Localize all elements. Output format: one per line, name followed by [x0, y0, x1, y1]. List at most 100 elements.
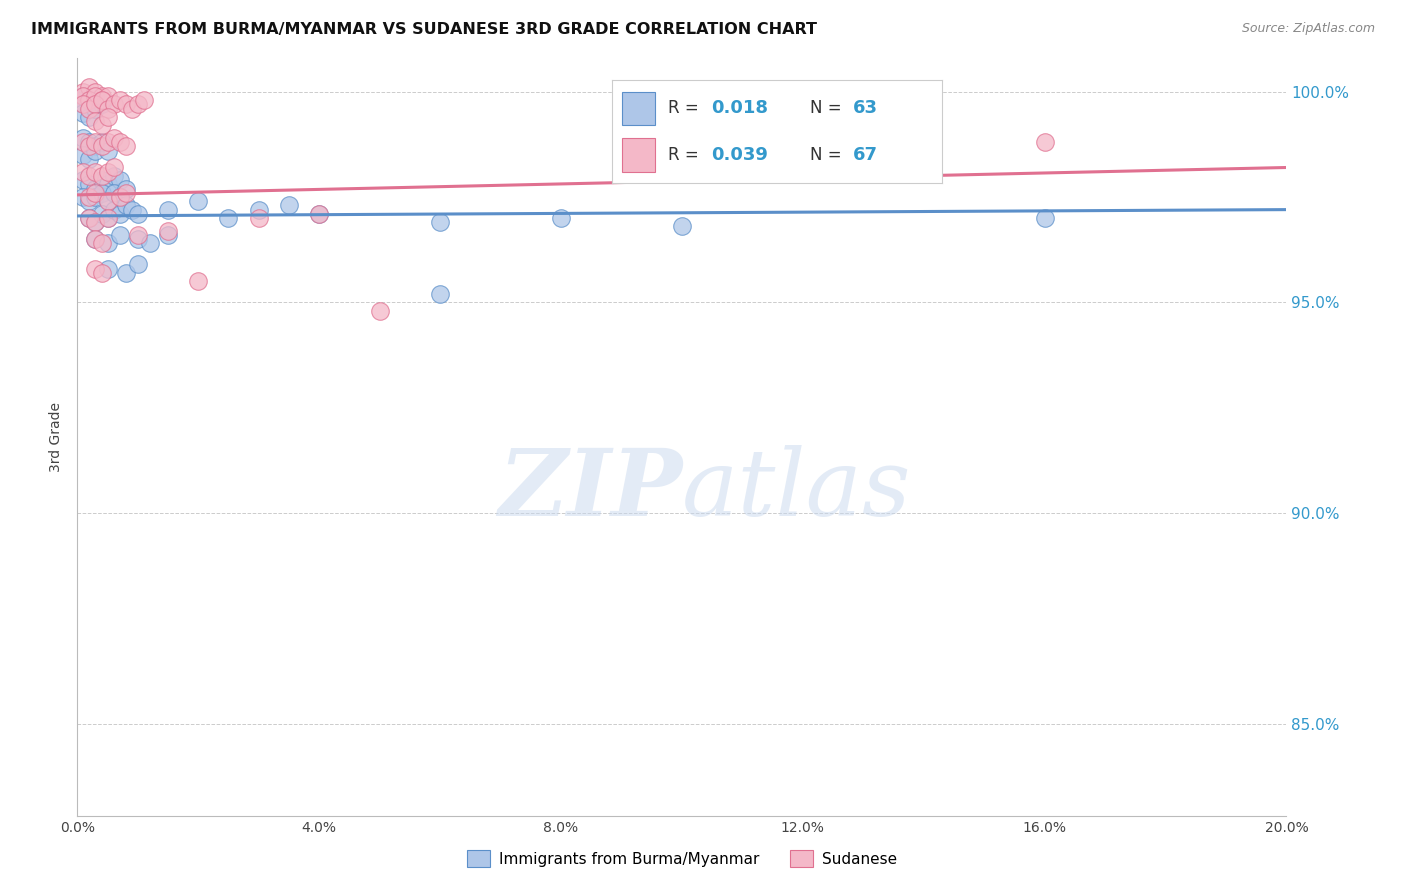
Point	[247, 202, 270, 217]
Point	[72, 85, 94, 99]
Point	[79, 211, 101, 225]
Point	[84, 181, 107, 195]
Point	[79, 169, 101, 183]
Point	[127, 97, 149, 112]
Legend: Immigrants from Burma/Myanmar, Sudanese: Immigrants from Burma/Myanmar, Sudanese	[461, 844, 903, 873]
Point	[103, 186, 125, 200]
Text: atlas: atlas	[682, 445, 911, 535]
Point	[72, 97, 94, 112]
Point	[90, 93, 112, 107]
Text: Source: ZipAtlas.com: Source: ZipAtlas.com	[1241, 22, 1375, 36]
Point	[157, 227, 180, 242]
Point	[84, 215, 107, 229]
Point	[79, 93, 101, 107]
Point	[671, 219, 693, 234]
Point	[108, 227, 131, 242]
Point	[79, 102, 101, 116]
Point	[84, 85, 107, 99]
Point	[429, 215, 451, 229]
Point	[84, 114, 107, 128]
Point	[72, 190, 94, 204]
Point	[90, 97, 112, 112]
Point	[157, 224, 180, 238]
Point	[96, 194, 118, 209]
Point	[90, 88, 112, 103]
Point	[72, 164, 94, 178]
Point	[84, 135, 107, 149]
Bar	[621, 137, 655, 171]
Point	[79, 152, 101, 166]
Point	[108, 173, 131, 187]
Point	[96, 211, 118, 225]
Point	[72, 173, 94, 187]
Point	[90, 169, 112, 183]
Text: R =: R =	[668, 145, 704, 163]
Point	[79, 190, 101, 204]
Point	[79, 135, 101, 149]
Point	[79, 93, 101, 107]
Point	[127, 232, 149, 246]
Point	[103, 131, 125, 145]
Text: N =: N =	[810, 100, 846, 118]
Point	[187, 274, 209, 288]
Point	[84, 88, 107, 103]
Point	[103, 97, 125, 112]
Point	[103, 202, 125, 217]
Point	[84, 97, 107, 112]
Point	[90, 139, 112, 153]
Point	[84, 215, 107, 229]
Point	[1033, 211, 1056, 225]
Point	[121, 102, 143, 116]
Point	[84, 164, 107, 178]
Point	[114, 186, 136, 200]
Point	[84, 261, 107, 276]
Point	[84, 190, 107, 204]
Point	[96, 211, 118, 225]
Point	[90, 93, 112, 107]
Point	[187, 194, 209, 209]
Point	[90, 186, 112, 200]
Point	[84, 232, 107, 246]
Y-axis label: 3rd Grade: 3rd Grade	[49, 402, 63, 472]
Point	[114, 181, 136, 195]
Point	[72, 105, 94, 120]
Point	[429, 286, 451, 301]
Point	[96, 144, 118, 158]
Point	[157, 202, 180, 217]
Point	[103, 161, 125, 175]
Point	[79, 178, 101, 192]
Point	[114, 139, 136, 153]
Point	[79, 110, 101, 124]
Point	[108, 207, 131, 221]
Point	[90, 119, 112, 133]
Point	[84, 232, 107, 246]
Point	[127, 227, 149, 242]
Point	[1033, 135, 1056, 149]
Point	[72, 131, 94, 145]
Point	[72, 88, 94, 103]
Point	[79, 80, 101, 95]
Point	[96, 164, 118, 178]
Point	[114, 97, 136, 112]
Text: IMMIGRANTS FROM BURMA/MYANMAR VS SUDANESE 3RD GRADE CORRELATION CHART: IMMIGRANTS FROM BURMA/MYANMAR VS SUDANES…	[31, 22, 817, 37]
Point	[79, 211, 101, 225]
Point	[114, 198, 136, 212]
Point	[96, 178, 118, 192]
Point	[96, 236, 118, 251]
Point	[84, 93, 107, 107]
Point	[84, 144, 107, 158]
Point	[218, 211, 240, 225]
Bar	[621, 92, 655, 126]
Point	[127, 207, 149, 221]
Text: 0.039: 0.039	[710, 145, 768, 163]
Text: 67: 67	[853, 145, 877, 163]
Point	[108, 93, 131, 107]
Text: 63: 63	[853, 100, 877, 118]
Point	[127, 257, 149, 271]
Point	[792, 97, 814, 112]
Point	[84, 186, 107, 200]
Point	[96, 110, 118, 124]
Point	[90, 207, 112, 221]
Point	[247, 211, 270, 225]
Point	[90, 173, 112, 187]
